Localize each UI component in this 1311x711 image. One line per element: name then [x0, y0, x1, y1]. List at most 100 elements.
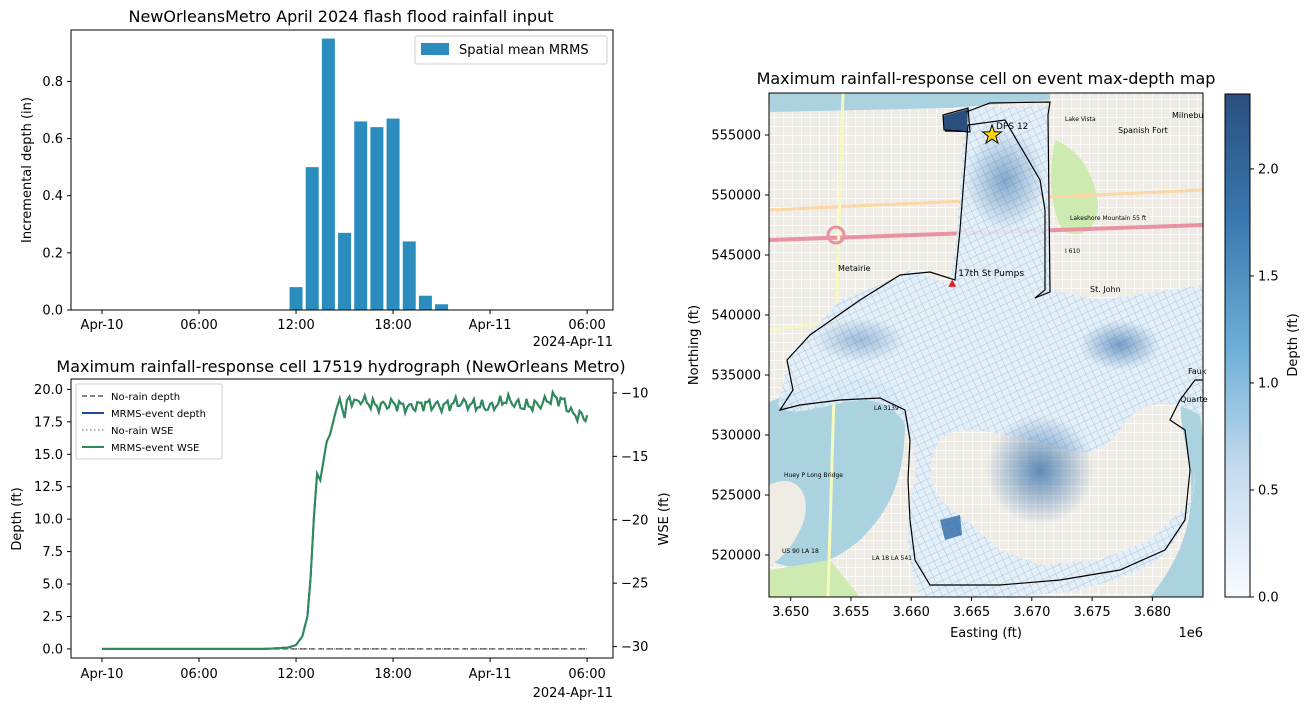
rain-y-tick-label-2: 0.4 — [42, 189, 63, 204]
map-x-axis-label: Easting (ft) — [950, 626, 1022, 641]
hydro-y-tick-label-5: 12.5 — [34, 480, 63, 495]
rainfall-legend: Spatial mean MRMS — [414, 35, 608, 65]
hydrograph-y-ticks: 0.0 2.5 5.0 7.5 10.0 12.5 15.0 17.5 20.0 — [34, 383, 71, 657]
colorbar: 0.0 0.5 1.0 1.5 2.0 Depth (ft) — [1224, 93, 1301, 606]
rain-bar-1 — [305, 167, 319, 310]
rainfall-x-ticks: Apr-10 06:00 12:00 18:00 Apr-11 06:00 — [81, 310, 606, 333]
basemap-label-quarte: Quarte — [1180, 395, 1208, 404]
rain-x-tick-label-4: Apr-11 — [469, 318, 512, 333]
hydrograph-title: Maximum rainfall-response cell 17519 hyd… — [56, 357, 625, 376]
basemap-label-lake-vista: Lake Vista — [1065, 116, 1096, 123]
hydrograph-panel: Maximum rainfall-response cell 17519 hyd… — [10, 357, 672, 701]
map-y-tick-label-1: 525000 — [711, 489, 761, 504]
map-panel: Maximum rainfall-response cell on event … — [687, 69, 1301, 641]
lake-water — [769, 93, 1050, 112]
basemap-label-huey-p-long-bridge: Huey P Long Bridge — [784, 472, 843, 479]
map-x-multiplier: 1e6 — [1178, 626, 1203, 641]
hydrograph-frame — [70, 378, 614, 659]
hydrograph-lines — [102, 389, 589, 650]
flood-cell-dps12 — [943, 109, 968, 132]
basemap-label-lakeshore-mountain: Lakeshore Mountain 55 ft — [1070, 215, 1147, 222]
rain-x-tick-label-1: 06:00 — [180, 318, 217, 333]
rain-y-tick-label-3: 0.6 — [42, 132, 63, 147]
legend-frame — [75, 383, 223, 460]
hydro-x-tick-label-1: 06:00 — [180, 667, 217, 682]
map-y-ticks: 520000 525000 530000 535000 540000 545000 5500… — [711, 129, 769, 564]
legend-frame — [414, 35, 608, 65]
rain-y-tick-label-1: 0.2 — [42, 246, 63, 261]
colorbar-tick-label-0: 0.0 — [1258, 591, 1279, 606]
legend-label-mrms-depth: MRMS-event depth — [111, 409, 206, 420]
rain-x-tick-label-5: 06:00 — [568, 318, 605, 333]
rain-bar-0 — [289, 287, 303, 310]
river-island — [769, 481, 806, 565]
dps12-label: DPS 12 — [996, 122, 1028, 132]
hydro-y-right-tick-label-3: −15 — [621, 450, 648, 465]
flood-extent — [778, 106, 1203, 597]
hydro-y-tick-label-1: 2.5 — [42, 610, 63, 625]
interchange — [826, 225, 846, 245]
map-x-tick-label-5: 3.675 — [1073, 605, 1110, 620]
colorbar-label: Depth (ft) — [1286, 313, 1301, 376]
hydro-x-tick-label-5: 06:00 — [568, 667, 605, 682]
river-east — [1150, 392, 1203, 597]
map-x-tick-label-0: 3.650 — [772, 605, 809, 620]
rain-bar-4 — [354, 121, 368, 310]
rain-x-tick-label-3: 18:00 — [374, 318, 411, 333]
hydro-y-right-tick-label-1: −25 — [621, 577, 648, 592]
hydro-y-tick-label-3: 7.5 — [42, 545, 63, 560]
rainfall-frame — [70, 29, 614, 311]
flood-hotspot-east — [1080, 320, 1160, 370]
legend-label-mrms-wse: MRMS-event WSE — [111, 443, 199, 454]
rainfall-x-offset-label: 2024-Apr-11 — [533, 335, 613, 350]
hydro-y-tick-label-6: 15.0 — [34, 448, 63, 463]
hydro-y-tick-label-0: 0.0 — [42, 642, 63, 657]
map-x-tick-label-1: 3.655 — [832, 605, 869, 620]
park-southwest — [769, 560, 860, 597]
basemap-label-la18: LA 18 LA 541 — [872, 555, 912, 562]
colorbar-tick-label-3: 1.5 — [1258, 269, 1279, 284]
colorbar-tick-label-4: 2.0 — [1258, 162, 1279, 177]
map-y-tick-label-0: 520000 — [711, 549, 761, 564]
rain-y-tick-label-4: 0.8 — [42, 75, 63, 90]
map-x-tick-label-6: 3.680 — [1134, 605, 1171, 620]
hydrograph-line-3 — [102, 389, 589, 650]
map-y-tick-label-7: 555000 — [711, 129, 761, 144]
basemap-label-spanish-fort: Spanish Fort — [1118, 126, 1168, 135]
map-y-tick-label-5: 545000 — [711, 249, 761, 264]
legend-label-no-rain-wse: No-rain WSE — [111, 426, 173, 437]
rainfall-y-axis-label: Incremental depth (in) — [20, 97, 35, 243]
basemap-label-metairie: Metairie — [838, 264, 871, 273]
map-x-tick-label-2: 3.660 — [893, 605, 930, 620]
rainfall-title: NewOrleansMetro April 2024 flash flood r… — [128, 7, 553, 26]
basemap-label-milnebu: Milnebu — [1172, 111, 1204, 120]
basemap-label-st-john: St. John — [1090, 285, 1121, 294]
rain-y-tick-label-0: 0.0 — [42, 304, 63, 319]
hydrograph-legend: No-rain depth MRMS-event depth No-rain W… — [75, 383, 223, 460]
map-y-tick-label-6: 550000 — [711, 189, 761, 204]
map-x-ticks: 3.650 3.655 3.660 3.665 3.670 3.675 3.680 — [772, 597, 1171, 620]
basemap-label-i610: I 610 — [1065, 248, 1080, 255]
hydro-y-tick-label-8: 20.0 — [34, 383, 63, 398]
hydro-y-tick-label-2: 5.0 — [42, 578, 63, 593]
rain-bar-5 — [370, 127, 384, 311]
map-x-tick-label-3: 3.665 — [953, 605, 990, 620]
hydrograph-y-axis-label: Depth (ft) — [10, 487, 25, 550]
map-markers: DPS 12 17th St Pumps — [948, 122, 1028, 287]
colorbar-tick-label-2: 1.0 — [1258, 376, 1279, 391]
colorbar-gradient — [1224, 93, 1251, 598]
map-y-tick-label-3: 535000 — [711, 369, 761, 384]
basemap-label-fauk: Fauk — [1188, 367, 1207, 376]
rain-bar-8 — [418, 295, 432, 310]
hydro-x-tick-label-0: Apr-10 — [81, 667, 124, 682]
hydrograph-x-ticks: Apr-10 06:00 12:00 18:00 Apr-11 06:00 — [81, 658, 606, 682]
rain-bar-3 — [338, 232, 352, 310]
hydro-y-tick-label-7: 17.5 — [34, 415, 63, 430]
rain-x-tick-label-2: 12:00 — [277, 318, 314, 333]
basemap-labels: Spanish Fort Milnebu Lake Vista Metairie… — [782, 111, 1208, 562]
basemap-label-la3139: LA 3139 — [874, 405, 899, 412]
colorbar-tick-label-1: 0.5 — [1258, 483, 1279, 498]
map-frame — [768, 92, 1204, 598]
map-y-tick-label-2: 530000 — [711, 429, 761, 444]
